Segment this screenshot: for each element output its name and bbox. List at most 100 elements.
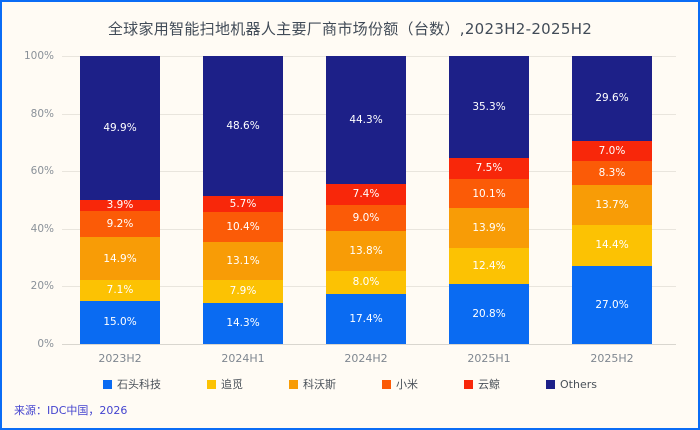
bar-segment-追觅[interactable]: 12.4%: [449, 248, 529, 285]
bar-segment-科沃斯[interactable]: 14.9%: [80, 237, 160, 281]
segment-value-label: 10.4%: [226, 221, 260, 234]
legend-label: 科沃斯: [303, 378, 337, 391]
x-axis-tick-label: 2024H1: [221, 352, 265, 365]
bar-segment-小米[interactable]: 9.2%: [80, 210, 160, 238]
segment-value-label: 9.0%: [352, 211, 380, 224]
bar-segment-小米[interactable]: 10.1%: [449, 179, 529, 209]
y-axis-tick-label: 100%: [23, 50, 54, 62]
y-axis-tick-label: 40%: [30, 222, 54, 235]
gridline: [62, 344, 676, 345]
legend-swatch: [464, 379, 474, 389]
segment-value-label: 13.1%: [226, 254, 260, 267]
bar-segment-石头科技[interactable]: 20.8%: [449, 284, 529, 344]
segment-value-label: 35.3%: [472, 100, 506, 113]
segment-value-label: 20.8%: [472, 307, 506, 320]
legend-swatch: [546, 379, 556, 389]
bar-segment-科沃斯[interactable]: 13.7%: [572, 185, 652, 225]
segment-value-label: 14.3%: [226, 317, 260, 330]
y-axis-tick-label: 60%: [30, 165, 54, 178]
bar-segment-云鲸[interactable]: 3.9%: [80, 199, 160, 212]
segment-value-label: 14.4%: [595, 239, 629, 252]
legend-item-小米[interactable]: 小米: [382, 376, 418, 392]
segment-value-label: 7.0%: [598, 145, 626, 158]
bar-segment-云鲸[interactable]: 7.4%: [326, 183, 406, 206]
bar-segment-追觅[interactable]: 7.1%: [80, 280, 160, 301]
legend-swatch: [289, 379, 299, 389]
segment-value-label: 8.3%: [598, 167, 626, 180]
segment-value-label: 13.8%: [349, 244, 383, 257]
segment-value-label: 5.7%: [229, 197, 257, 210]
segment-value-label: 14.9%: [103, 252, 137, 265]
bar-segment-云鲸[interactable]: 7.5%: [449, 157, 529, 180]
legend-item-科沃斯[interactable]: 科沃斯: [289, 376, 336, 392]
stacked-bar-2024H2: 17.4% 8.0% 13.8% 9.0% 7.4% 44.3%: [326, 56, 406, 344]
bar-segment-科沃斯[interactable]: 13.1%: [203, 242, 283, 281]
legend-item-追觅[interactable]: 追觅: [207, 376, 243, 392]
segment-value-label: 29.6%: [595, 92, 629, 105]
segment-value-label: 8.0%: [352, 276, 380, 289]
bar-segment-石头科技[interactable]: 27.0%: [572, 266, 652, 344]
y-axis-tick-label: 20%: [30, 280, 54, 293]
segment-value-label: 9.2%: [106, 217, 134, 230]
bar-segment-Others[interactable]: 49.9%: [80, 56, 160, 200]
bar-segment-石头科技[interactable]: 17.4%: [326, 293, 406, 344]
legend-swatch: [382, 379, 392, 389]
segment-value-label: 49.9%: [103, 121, 137, 134]
y-axis-tick-label: 0%: [37, 338, 54, 350]
bar-segment-云鲸[interactable]: 5.7%: [203, 196, 283, 213]
x-axis-tick-label: 2025H1: [467, 352, 511, 365]
legend-swatch: [207, 379, 217, 389]
segment-value-label: 7.5%: [475, 162, 503, 175]
legend-item-Others[interactable]: Others: [546, 376, 597, 392]
source-text: 来源：IDC中国，2026: [14, 404, 128, 417]
legend-item-云鲸[interactable]: 云鲸: [464, 376, 500, 392]
stacked-bar-2025H1: 20.8% 12.4% 13.9% 10.1% 7.5% 35.3%: [449, 56, 529, 344]
segment-value-label: 13.9%: [472, 222, 506, 235]
chart-title: 全球家用智能扫地机器人主要厂商市场份额（台数）,2023H2-2025H2: [107, 20, 593, 38]
segment-value-label: 48.6%: [226, 119, 260, 132]
segment-value-label: 13.7%: [595, 198, 629, 211]
legend: 石头科技 追觅 科沃斯 小米 云鲸 Others: [2, 376, 698, 392]
legend-label: 石头科技: [117, 378, 162, 391]
legend-label: 小米: [396, 378, 419, 391]
bar-segment-Others[interactable]: 35.3%: [449, 56, 529, 158]
legend-label: Others: [560, 377, 597, 391]
x-axis-tick-label: 2023H2: [98, 352, 142, 365]
bar-segment-石头科技[interactable]: 14.3%: [203, 302, 283, 344]
x-axis-tick-label: 2025H2: [590, 352, 634, 365]
legend-swatch: [103, 379, 113, 389]
segment-value-label: 12.4%: [472, 260, 506, 272]
bar-segment-追觅[interactable]: 7.9%: [203, 280, 283, 303]
bar-segment-追觅[interactable]: 8.0%: [326, 270, 406, 294]
bar-segment-小米[interactable]: 9.0%: [326, 205, 406, 231]
segment-value-label: 7.9%: [229, 285, 257, 298]
segment-value-label: 15.0%: [103, 316, 137, 329]
segment-value-label: 7.4%: [352, 188, 380, 201]
bar-segment-Others[interactable]: 29.6%: [572, 56, 652, 142]
bar-segment-小米[interactable]: 10.4%: [203, 212, 283, 243]
bar-segment-追觅[interactable]: 14.4%: [572, 224, 652, 267]
bar-segment-Others[interactable]: 48.6%: [203, 56, 283, 197]
segment-value-label: 7.1%: [106, 284, 134, 297]
segment-value-label: 10.1%: [472, 187, 506, 200]
bar-segment-科沃斯[interactable]: 13.8%: [326, 231, 406, 271]
bar-segment-云鲸[interactable]: 7.0%: [572, 141, 652, 162]
stacked-bar-2024H1: 14.3% 7.9% 13.1% 10.4% 5.7% 48.6%: [203, 56, 283, 344]
legend-label: 追觅: [221, 378, 244, 391]
bar-segment-科沃斯[interactable]: 13.9%: [449, 208, 529, 249]
legend-item-石头科技[interactable]: 石头科技: [103, 376, 161, 392]
legend-label: 云鲸: [478, 378, 501, 391]
bar-segment-石头科技[interactable]: 15.0%: [80, 300, 160, 344]
bar-segment-Others[interactable]: 44.3%: [326, 56, 406, 184]
stacked-bar-2025H2: 27.0% 14.4% 13.7% 8.3% 7.0% 29.6%: [572, 56, 652, 344]
segment-value-label: 17.4%: [349, 312, 383, 325]
segment-value-label: 44.3%: [349, 113, 383, 126]
segment-value-label: 27.0%: [595, 298, 629, 311]
segment-value-label: 3.9%: [106, 199, 134, 212]
stacked-bar-2023H2: 15.0% 7.1% 14.9% 9.2% 3.9% 49.9%: [80, 56, 160, 344]
y-axis-tick-label: 80%: [30, 107, 54, 120]
bar-segment-小米[interactable]: 8.3%: [572, 161, 652, 186]
x-axis-tick-label: 2024H2: [344, 352, 388, 365]
